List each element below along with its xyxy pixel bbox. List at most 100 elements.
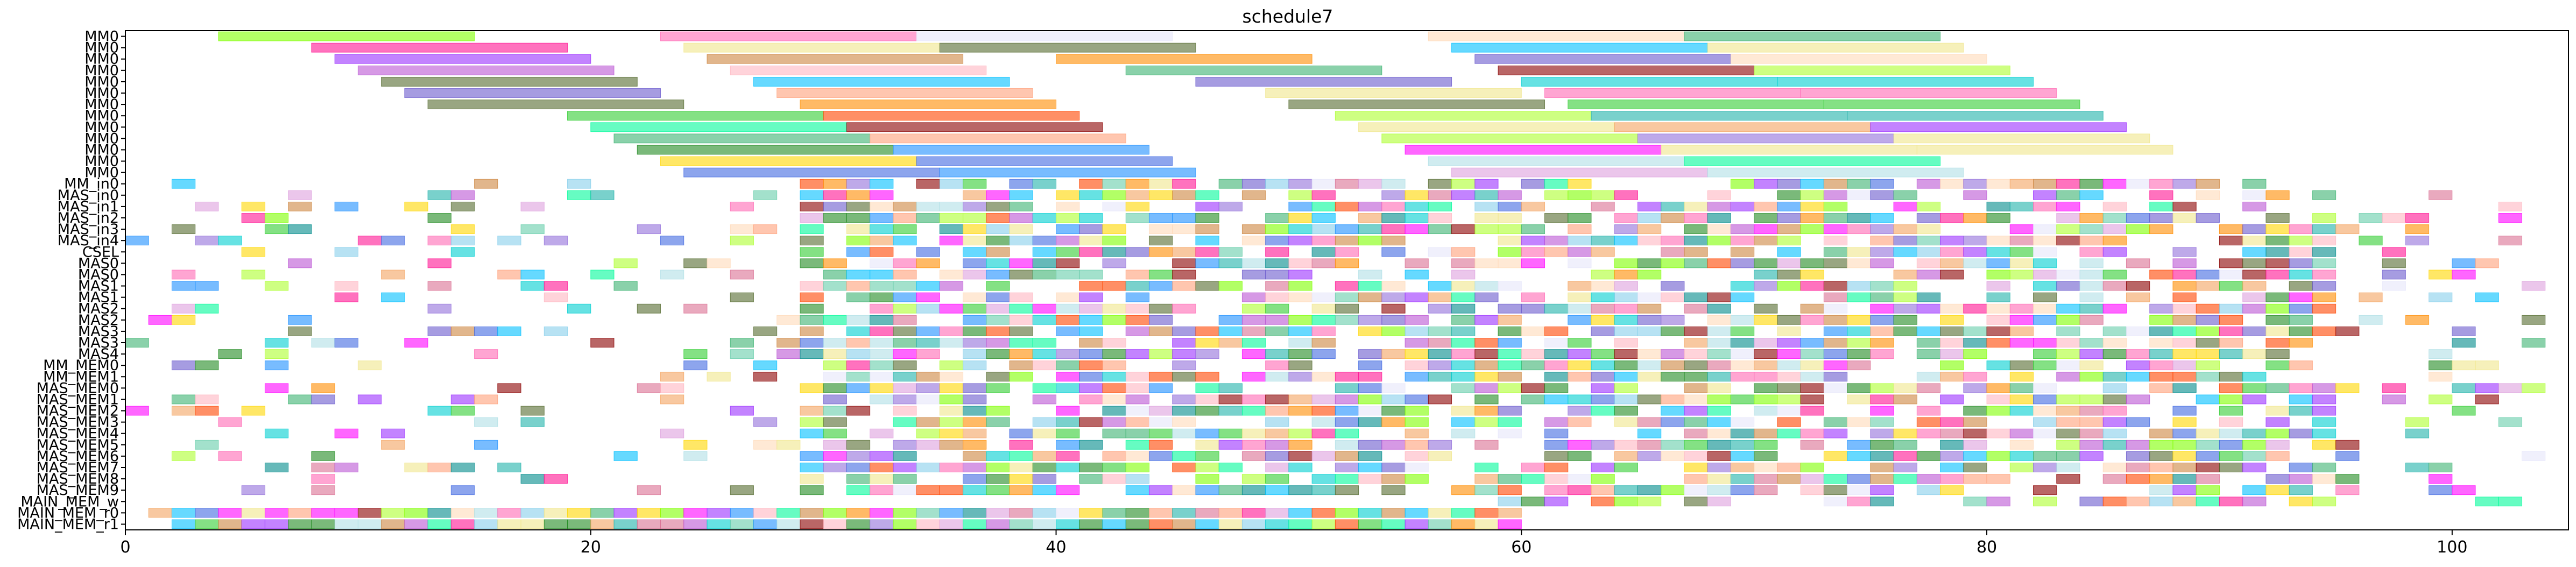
task-bar [1381, 508, 1406, 518]
task-bar [800, 338, 824, 348]
task-bar [1056, 360, 1080, 371]
task-bar [1661, 292, 1685, 302]
task-bar [125, 236, 149, 246]
task-bar [1172, 417, 1196, 427]
task-bar [1079, 508, 1103, 518]
task-bar [2498, 201, 2523, 211]
task-bar [2149, 303, 2173, 314]
x-tick-label: 0 [120, 538, 130, 557]
task-bar [1335, 258, 1359, 268]
y-tick-label: MAS_MEM7 [37, 459, 119, 476]
task-bar [1241, 303, 1266, 314]
task-bar [2009, 360, 2034, 371]
task-bar [125, 406, 149, 416]
task-bar [1800, 303, 1824, 314]
task-bar [2242, 236, 2267, 246]
y-tick-label: MAS_MEM0 [37, 380, 119, 396]
task-bar [1568, 100, 1824, 110]
task-bar [1381, 394, 1406, 405]
task-bar [2009, 383, 2034, 393]
task-bar [2219, 383, 2243, 393]
task-bar [1288, 360, 1312, 371]
task-bar [1940, 338, 1964, 348]
task-bar [939, 167, 1196, 178]
task-bar [1428, 156, 1685, 166]
task-bar [2172, 417, 2197, 427]
task-bar [1032, 485, 1057, 495]
task-bar [1288, 281, 1312, 291]
task-bar [567, 179, 591, 189]
task-bar [2242, 258, 2267, 268]
task-bar [1358, 417, 1382, 427]
task-bar [357, 65, 615, 75]
task-bar [1405, 190, 1429, 200]
task-bar [1870, 213, 1894, 223]
task-bar [2242, 497, 2267, 507]
task-bar [1056, 303, 1080, 314]
task-bar [1335, 303, 1359, 314]
task-bar [1335, 315, 1359, 325]
task-bar [800, 247, 824, 257]
task-bar [1684, 156, 1941, 166]
task-bar [1684, 440, 1708, 450]
task-bar [2429, 270, 2453, 280]
task-bar [2172, 258, 2197, 268]
task-bar [1754, 224, 1778, 235]
task-bar [1102, 179, 1126, 189]
task-bar [567, 303, 591, 314]
task-bar [1661, 315, 1685, 325]
task-bar [1544, 326, 1569, 336]
task-bar [2172, 338, 2197, 348]
task-bar [1358, 451, 1382, 461]
y-tick-label: MM_MEM0 [43, 357, 119, 374]
task-bar [939, 428, 964, 438]
task-bar [264, 349, 289, 359]
task-bar [1474, 292, 1499, 302]
task-bar [1405, 417, 1429, 427]
task-bar [264, 383, 289, 393]
task-bar [963, 179, 987, 189]
task-bar [241, 213, 265, 223]
task-bar [2056, 474, 2080, 484]
task-bar [1358, 360, 1382, 371]
task-bar [1754, 258, 1778, 268]
task-bar [1661, 247, 1685, 257]
task-bar [2335, 485, 2360, 495]
task-bar [1800, 394, 1824, 405]
task-bar [939, 236, 964, 246]
task-bar [1568, 451, 1592, 461]
task-bar [1823, 190, 1848, 200]
task-bar [1568, 349, 1592, 359]
task-bar [916, 326, 940, 336]
task-bar [1218, 406, 1243, 416]
task-bar [1358, 326, 1382, 336]
task-bar [2033, 236, 2057, 246]
task-bar [823, 258, 847, 268]
task-bar [1963, 247, 1987, 257]
task-bar [1195, 463, 1219, 472]
task-bar [1870, 258, 1894, 268]
task-bar [2009, 258, 2034, 268]
task-bar [1568, 417, 1592, 427]
task-bar [1591, 201, 1615, 211]
task-bar [1940, 485, 1964, 495]
task-bar [870, 428, 894, 438]
task-bar [730, 65, 987, 75]
task-bar [1754, 349, 1778, 359]
task-bar [311, 485, 335, 495]
task-bar [1125, 372, 1149, 382]
task-bar [1056, 213, 1080, 223]
task-bar [2056, 213, 2080, 223]
task-bar [753, 224, 778, 235]
task-bar [730, 519, 754, 529]
task-bar [1451, 383, 1476, 393]
task-bar [1172, 247, 1196, 257]
task-bar [1614, 236, 1638, 246]
task-bar [1079, 383, 1103, 393]
task-bar [1754, 201, 1778, 211]
task-bar [1823, 224, 1848, 235]
task-bar [1195, 281, 1219, 291]
task-bar [2219, 428, 2243, 438]
task-bar [2102, 247, 2127, 257]
task-bar [2102, 270, 2127, 280]
